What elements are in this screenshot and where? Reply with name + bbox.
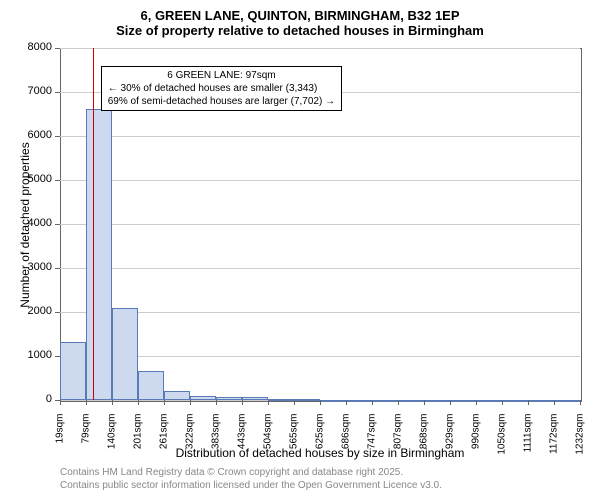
histogram-bar <box>294 399 320 401</box>
x-tick <box>86 400 87 405</box>
y-tick-label: 5000 <box>18 173 52 185</box>
histogram-bar <box>502 400 528 402</box>
gridline <box>60 224 580 225</box>
x-tick <box>450 400 451 405</box>
annotation-line3: 69% of semi-detached houses are larger (… <box>108 95 335 108</box>
annotation-line1: 6 GREEN LANE: 97sqm <box>108 69 335 82</box>
attribution: Contains HM Land Registry data © Crown c… <box>60 466 442 492</box>
x-tick-label: 686sqm <box>341 414 352 464</box>
y-tick <box>55 92 60 93</box>
x-tick <box>372 400 373 405</box>
annotation-line2: ← 30% of detached houses are smaller (3,… <box>108 82 335 95</box>
x-tick-label: 625sqm <box>315 414 326 464</box>
histogram-bar <box>450 400 476 402</box>
gridline <box>60 268 580 269</box>
y-tick <box>55 224 60 225</box>
x-tick <box>476 400 477 405</box>
histogram-bar <box>528 400 554 402</box>
histogram-bar <box>346 400 372 402</box>
histogram-bar <box>398 400 424 402</box>
gridline <box>60 180 580 181</box>
x-tick <box>294 400 295 405</box>
chart-container: 6, GREEN LANE, QUINTON, BIRMINGHAM, B32 … <box>0 0 600 500</box>
histogram-bar <box>320 400 346 402</box>
histogram-bar <box>138 371 164 400</box>
x-tick <box>320 400 321 405</box>
x-tick <box>112 400 113 405</box>
x-tick-label: 79sqm <box>81 414 92 464</box>
y-tick-label: 0 <box>18 393 52 405</box>
x-tick <box>60 400 61 405</box>
y-tick <box>55 268 60 269</box>
gridline <box>60 136 580 137</box>
x-tick <box>424 400 425 405</box>
attribution-line2: Contains public sector information licen… <box>60 479 442 492</box>
x-tick <box>190 400 191 405</box>
annotation-box: 6 GREEN LANE: 97sqm← 30% of detached hou… <box>101 66 342 111</box>
histogram-bar <box>424 400 450 402</box>
y-tick-label: 3000 <box>18 261 52 273</box>
y-tick-label: 7000 <box>18 85 52 97</box>
histogram-bar <box>216 397 242 400</box>
x-tick <box>554 400 555 405</box>
x-tick <box>398 400 399 405</box>
x-tick-label: 322sqm <box>185 414 196 464</box>
histogram-bar <box>112 308 138 400</box>
x-tick <box>242 400 243 405</box>
x-tick-label: 201sqm <box>133 414 144 464</box>
gridline <box>60 312 580 313</box>
histogram-bar <box>476 400 502 402</box>
gridline <box>60 356 580 357</box>
chart-title: 6, GREEN LANE, QUINTON, BIRMINGHAM, B32 … <box>0 0 600 23</box>
histogram-bar <box>242 397 268 400</box>
x-tick <box>268 400 269 405</box>
histogram-bar <box>554 400 580 402</box>
x-tick-label: 383sqm <box>211 414 222 464</box>
histogram-bar <box>372 400 398 402</box>
x-tick-label: 140sqm <box>107 414 118 464</box>
x-tick-label: 1232sqm <box>575 414 586 464</box>
x-tick-label: 747sqm <box>367 414 378 464</box>
x-tick-label: 807sqm <box>393 414 404 464</box>
histogram-bar <box>268 399 294 401</box>
x-tick-label: 19sqm <box>55 414 66 464</box>
y-tick <box>55 136 60 137</box>
y-tick <box>55 48 60 49</box>
y-tick-label: 2000 <box>18 305 52 317</box>
x-tick-label: 868sqm <box>419 414 430 464</box>
x-tick <box>138 400 139 405</box>
y-tick <box>55 180 60 181</box>
x-tick <box>216 400 217 405</box>
x-tick-label: 929sqm <box>445 414 456 464</box>
x-tick <box>164 400 165 405</box>
histogram-bar <box>190 396 216 400</box>
y-tick-label: 8000 <box>18 41 52 53</box>
gridline <box>60 48 580 49</box>
histogram-bar <box>60 342 86 400</box>
x-tick <box>346 400 347 405</box>
x-tick <box>502 400 503 405</box>
y-tick <box>55 312 60 313</box>
x-tick-label: 443sqm <box>237 414 248 464</box>
x-tick-label: 1172sqm <box>549 414 560 464</box>
histogram-bar <box>164 391 190 400</box>
x-tick-label: 565sqm <box>289 414 300 464</box>
x-tick <box>528 400 529 405</box>
histogram-bar <box>86 109 112 400</box>
x-tick-label: 504sqm <box>263 414 274 464</box>
x-tick-label: 1111sqm <box>523 414 534 464</box>
x-tick-label: 261sqm <box>159 414 170 464</box>
x-tick-label: 1050sqm <box>497 414 508 464</box>
chart-subtitle: Size of property relative to detached ho… <box>0 23 600 42</box>
highlight-line <box>93 48 94 400</box>
x-tick-label: 990sqm <box>471 414 482 464</box>
attribution-line1: Contains HM Land Registry data © Crown c… <box>60 466 442 479</box>
x-tick <box>580 400 581 405</box>
y-tick-label: 1000 <box>18 349 52 361</box>
y-tick-label: 6000 <box>18 129 52 141</box>
y-tick-label: 4000 <box>18 217 52 229</box>
